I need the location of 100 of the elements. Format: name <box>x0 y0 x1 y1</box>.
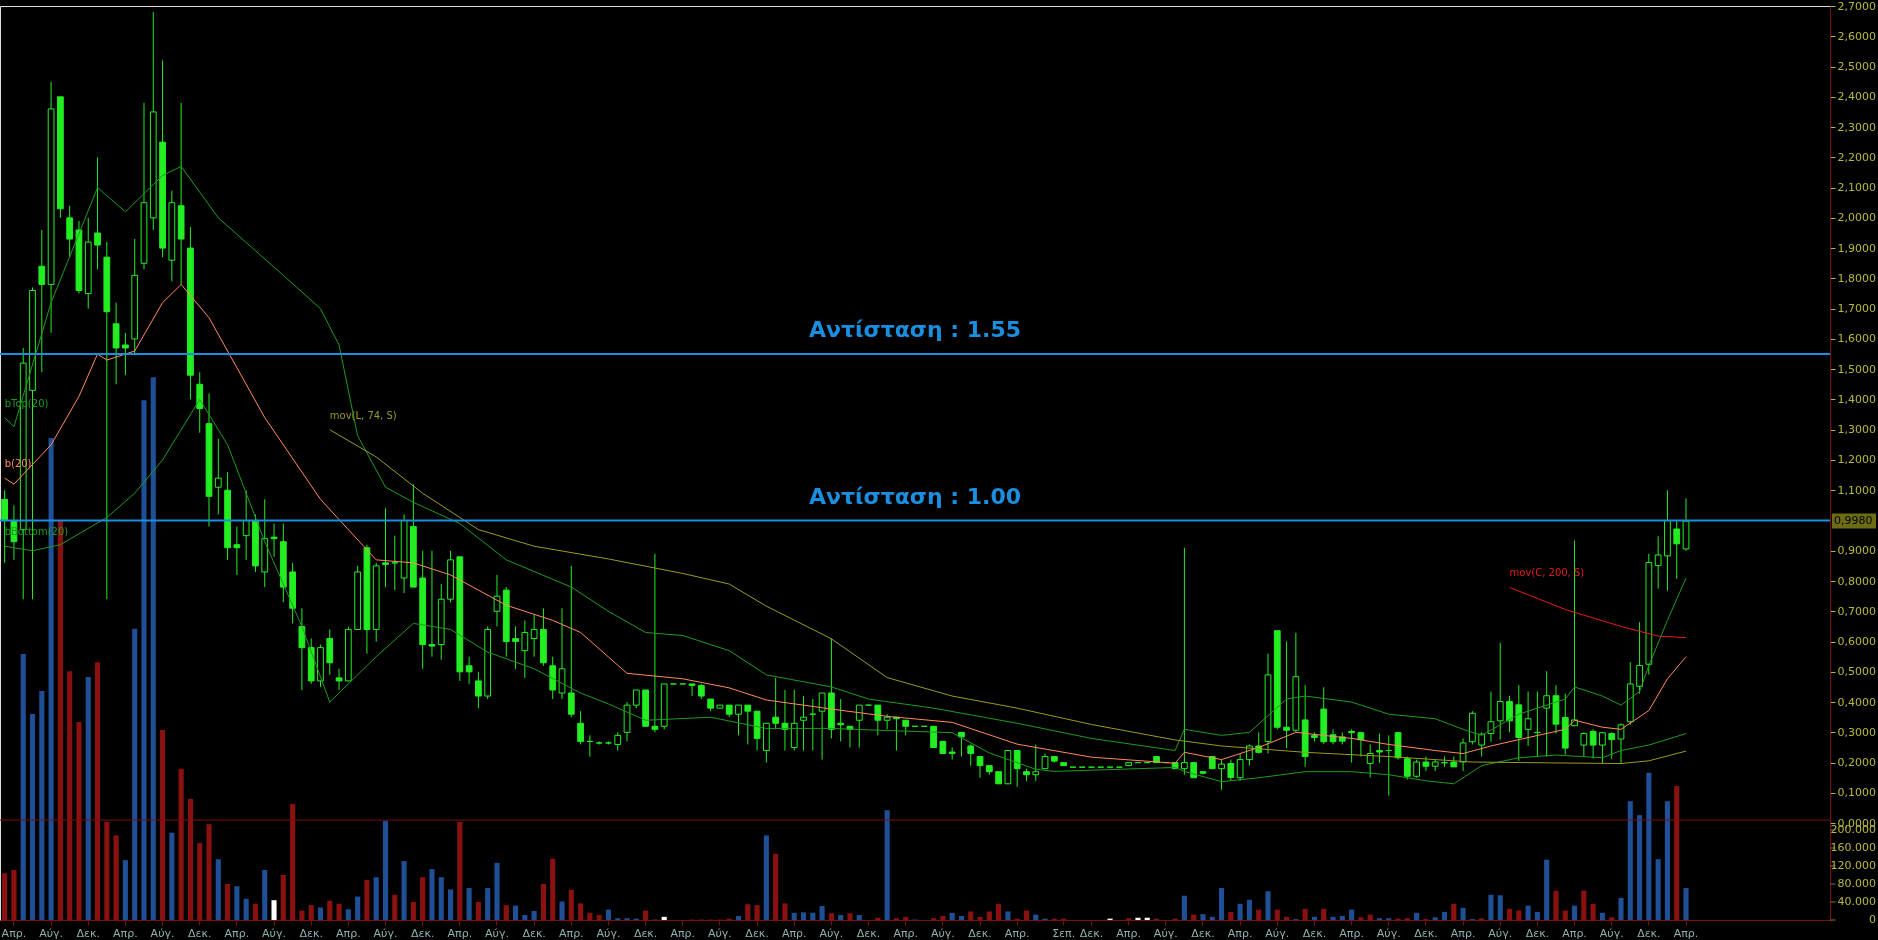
bar <box>550 858 556 920</box>
bar <box>206 824 212 920</box>
bar <box>252 903 259 920</box>
candlestick <box>335 668 343 691</box>
ref-line-label: Αντίσταση : 1.55 <box>808 317 1022 343</box>
x-tick-label: Δεκ. <box>1302 926 1327 940</box>
line-series <box>4 283 1687 764</box>
x-tick-label: Απρ. <box>670 926 696 940</box>
bar <box>1284 916 1290 920</box>
bar <box>1571 905 1578 920</box>
candlestick <box>651 553 659 733</box>
candlestick <box>1413 759 1420 779</box>
candlestick <box>567 565 575 718</box>
bar <box>494 862 500 920</box>
candlestick <box>298 607 306 691</box>
bar <box>336 903 342 920</box>
bar <box>1144 917 1150 920</box>
x-tick-label: Αύγ. <box>373 926 398 940</box>
x-tick-label: Αύγ. <box>596 926 621 940</box>
y-tick-label: 1,7000 <box>1837 302 1876 316</box>
y-tick-label: 0,9000 <box>1837 544 1876 558</box>
y2-tick-label: 120.000 <box>1830 859 1876 872</box>
bar <box>940 915 946 920</box>
bar <box>1358 917 1364 920</box>
x-tick-label: Δεκ. <box>856 926 881 940</box>
bar <box>243 898 249 920</box>
x-tick-label: Αύγ. <box>1376 926 1401 940</box>
bar <box>373 877 379 920</box>
candlestick <box>1673 520 1681 580</box>
bar <box>475 902 481 920</box>
candlestick <box>1218 759 1225 791</box>
candlestick <box>1032 743 1040 782</box>
bar <box>1349 909 1355 920</box>
y-tick-label: 1,1000 <box>1837 483 1876 497</box>
bar <box>67 671 73 920</box>
bar <box>1525 905 1531 920</box>
x-tick-label: Αύγ. <box>1599 926 1624 940</box>
bar <box>262 870 268 920</box>
bar <box>364 879 370 920</box>
x-tick-label: Αύγ. <box>485 926 509 940</box>
bar <box>215 859 221 920</box>
bar <box>1181 895 1187 920</box>
candlestick <box>1478 731 1486 758</box>
line-series <box>4 165 1687 752</box>
y-tick-label: 1,6000 <box>1837 332 1876 346</box>
x-tick-label: Αύγ. <box>1265 926 1290 940</box>
bar <box>345 909 351 920</box>
x-tick-label: Δεκ. <box>1191 926 1215 940</box>
candlestick <box>800 695 807 752</box>
y-tick-label: 2,5000 <box>1837 60 1876 74</box>
bar <box>178 768 184 920</box>
bar <box>800 912 807 920</box>
candlestick <box>242 489 250 561</box>
y-tick-label: 1,3000 <box>1837 423 1876 437</box>
x-tick-label: Απρ. <box>1116 926 1141 940</box>
candlestick <box>1357 731 1365 758</box>
y2-tick-label: 0 <box>1869 913 1876 926</box>
ref-line-label: Αντίσταση : 1.00 <box>808 483 1022 509</box>
bar <box>661 916 667 920</box>
candlestick <box>976 756 984 779</box>
bar <box>429 869 435 920</box>
y-tick-label: 2,6000 <box>1837 29 1876 43</box>
bar <box>1023 910 1030 920</box>
bar <box>1627 801 1633 920</box>
candlestick <box>1487 691 1495 743</box>
bar <box>1218 888 1225 920</box>
bar <box>1330 916 1336 920</box>
bar <box>1460 907 1466 920</box>
candlestick <box>1599 731 1606 765</box>
bar <box>1256 909 1262 920</box>
x-tick-label: Δεκ. <box>633 926 658 940</box>
candlestick <box>1636 621 1643 695</box>
bar <box>578 903 584 920</box>
bar <box>197 843 203 920</box>
y-tick-label: 2,7000 <box>1837 0 1876 13</box>
bar <box>225 884 231 920</box>
bar <box>949 912 955 920</box>
bar <box>884 810 890 920</box>
bar <box>1581 890 1587 920</box>
bar <box>1506 908 1513 920</box>
x-tick-label: Δεκ. <box>1637 926 1661 940</box>
bar <box>1516 910 1522 920</box>
bar <box>355 896 361 920</box>
x-tick-label: Απρ. <box>224 926 250 940</box>
x-tick-label: Απρ. <box>1673 926 1699 940</box>
bar <box>85 676 91 920</box>
bar <box>410 902 416 920</box>
x-tick-label: Απρ. <box>1004 926 1030 940</box>
bar <box>996 903 1002 920</box>
bar <box>605 909 612 920</box>
bar <box>113 835 119 920</box>
bar <box>810 912 816 920</box>
candlestick <box>530 613 538 658</box>
candlestick <box>1524 691 1532 747</box>
line-series <box>329 429 1687 765</box>
y2-tick-label: 40.000 <box>1837 895 1876 908</box>
candlestick <box>428 550 436 658</box>
bar <box>875 917 881 920</box>
bar <box>2 873 8 920</box>
x-tick-label: Δεκ. <box>1079 926 1104 940</box>
